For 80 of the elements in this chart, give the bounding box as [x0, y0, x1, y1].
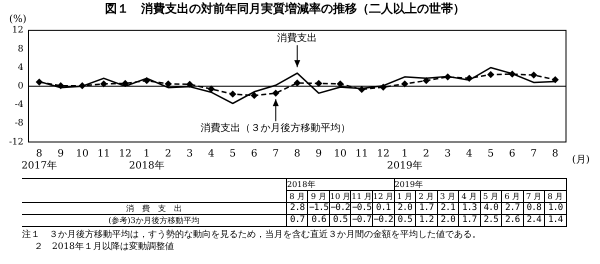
x-tick-label: 2 — [165, 148, 172, 160]
x-tick-label: 7 — [272, 148, 279, 160]
y-tick-label: 0 — [18, 82, 24, 92]
text: 1 月 — [394, 190, 416, 202]
data-label: 2.4 — [523, 214, 545, 226]
chart-title: 図１ 消費支出の対前年同月実質増減率の推移（二人以上の世帯） — [105, 1, 465, 16]
data-label: −0.7 — [350, 214, 372, 226]
text: 3 月 — [437, 190, 459, 202]
text: 5 月 — [480, 190, 502, 202]
y-tick-label: -4 — [14, 100, 24, 110]
x-tick-label: 3 — [186, 148, 193, 160]
text: 注１ ３か月後方移動平均は，すう勢的な動向を見るため，当月を含む直近３か月間の金額を平均した値である。 — [22, 229, 482, 241]
text: 9 月 — [308, 190, 330, 202]
annotation: 消費支出 — [277, 32, 318, 44]
y-axis-title: (%) — [9, 14, 27, 25]
data-label: 0.5 — [394, 214, 416, 226]
text: 8 月 — [286, 190, 308, 202]
y-tick-label: -8 — [14, 118, 24, 129]
x-tick-label: 11 — [355, 148, 368, 160]
data-label: 0.8 — [523, 202, 545, 214]
text: 2018年 — [286, 178, 394, 190]
data-label: 0.7 — [286, 214, 308, 226]
x-tick-label: 9 — [316, 148, 322, 160]
data-label: 1.0 — [544, 202, 566, 214]
x-tick-label: 2 — [423, 148, 430, 160]
x-tick-label: 11 — [97, 148, 110, 160]
data-label: −0.2 — [372, 214, 394, 226]
x-tick-label: 10 — [76, 148, 89, 160]
text: 4 月 — [458, 190, 480, 202]
data-label: 2.6 — [502, 214, 524, 226]
data-label: −1.5 — [308, 202, 330, 214]
data-label: 0.5 — [329, 214, 351, 226]
text: 6 月 — [502, 190, 524, 202]
x-tick-label: 4 — [208, 148, 214, 160]
x-tick-label: 8 2017年 — [22, 148, 57, 172]
y-tick-label: -12 — [8, 137, 24, 148]
data-label: 2.0 — [437, 214, 459, 226]
x-tick-label: 7 — [530, 148, 537, 160]
text: 消 費 支 出 — [22, 202, 286, 214]
data-label: 2.0 — [394, 202, 416, 214]
x-tick-label: 6 — [509, 148, 516, 160]
text: (参考)3か月後方移動平均 — [22, 214, 286, 226]
data-label: 1.2 — [416, 214, 438, 226]
y-tick-label: 8 — [18, 44, 24, 54]
text: 12 月 — [372, 190, 394, 202]
data-label: 2.7 — [502, 202, 524, 214]
data-label: 2.1 — [437, 202, 459, 214]
x-tick-label: 5 — [488, 148, 494, 160]
text: 10 月 — [329, 190, 351, 202]
data-label: 1.4 — [544, 214, 566, 226]
data-label: 0.6 — [308, 214, 330, 226]
text: 8 月 — [544, 190, 566, 202]
text: 2019年 — [394, 178, 566, 190]
x-axis-title: (月) — [572, 154, 590, 166]
annotation: 消費支出（３か月後方移動平均） — [200, 122, 351, 134]
x-tick-label: 3 — [444, 148, 451, 160]
x-tick-label: 9 — [58, 148, 64, 160]
y-tick-label: 4 — [18, 62, 24, 73]
y-tick-label: 12 — [12, 26, 24, 36]
data-label: −0.5 — [350, 202, 372, 214]
x-tick-label: 12 — [376, 148, 390, 160]
data-label: 1.7 — [458, 214, 480, 226]
text: 11 月 — [350, 190, 372, 202]
data-label: 2.5 — [480, 214, 502, 226]
x-tick-label: 8 — [294, 148, 300, 160]
text: 7 月 — [523, 190, 545, 202]
data-label: −0.2 — [329, 202, 351, 214]
data-label: 1.3 — [458, 202, 480, 214]
x-tick-label: 6 — [251, 148, 258, 160]
x-tick-label: 5 — [230, 148, 236, 160]
data-label: 0.1 — [372, 202, 394, 214]
data-label: 4.0 — [480, 202, 502, 214]
x-tick-label: 8 — [552, 148, 558, 160]
text: ２ 2018年１月以降は変動調整値 — [33, 241, 175, 253]
data-label: 1.7 — [416, 202, 438, 214]
x-tick-label: 4 — [466, 148, 472, 160]
data-label: 2.8 — [286, 202, 308, 214]
text: 2 月 — [416, 190, 438, 202]
x-tick-label: 10 — [334, 148, 347, 160]
x-tick-label: 12 — [118, 148, 132, 160]
